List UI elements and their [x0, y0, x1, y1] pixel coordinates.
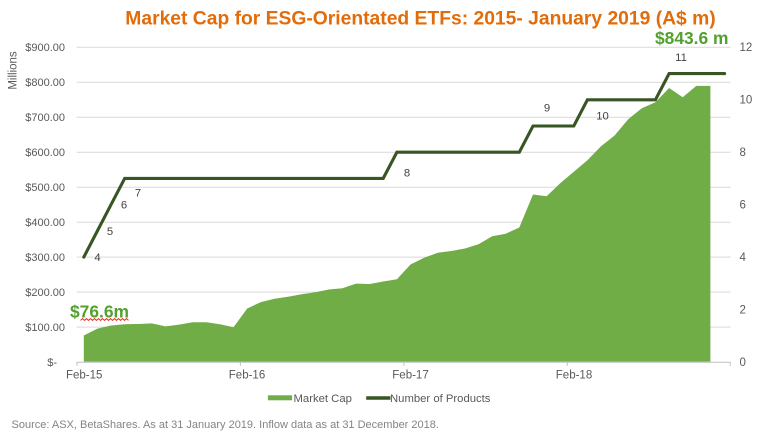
- svg-text:Market Cap: Market Cap: [294, 393, 352, 405]
- svg-text:Feb-15: Feb-15: [66, 370, 102, 382]
- svg-text:$100.00: $100.00: [25, 322, 65, 334]
- svg-text:2: 2: [740, 304, 746, 316]
- svg-text:0: 0: [740, 357, 746, 369]
- svg-text:6: 6: [740, 199, 746, 211]
- svg-text:$843.6 m: $843.6 m: [655, 28, 729, 48]
- svg-text:4: 4: [740, 252, 747, 264]
- svg-text:$300.00: $300.00: [25, 252, 65, 264]
- svg-text:10: 10: [740, 95, 753, 107]
- svg-text:$800.00: $800.00: [25, 77, 65, 89]
- svg-text:$200.00: $200.00: [25, 287, 65, 299]
- svg-text:4: 4: [94, 252, 100, 264]
- svg-text:12: 12: [740, 42, 753, 54]
- svg-text:$900.00: $900.00: [25, 42, 65, 54]
- svg-text:$400.00: $400.00: [25, 217, 65, 229]
- svg-text:$76.6m: $76.6m: [70, 301, 129, 321]
- svg-text:Market Cap for ESG-Orientated: Market Cap for ESG-Orientated ETFs: 2015…: [125, 9, 715, 30]
- svg-text:11: 11: [675, 52, 687, 64]
- svg-text:$700.00: $700.00: [25, 112, 65, 124]
- svg-text:6: 6: [121, 200, 127, 212]
- svg-text:Feb-17: Feb-17: [392, 370, 428, 382]
- svg-text:7: 7: [135, 188, 141, 200]
- svg-text:Millions: Millions: [7, 51, 19, 90]
- svg-text:5: 5: [107, 226, 113, 238]
- svg-text:9: 9: [544, 103, 550, 115]
- svg-text:$500.00: $500.00: [25, 182, 65, 194]
- svg-text:$600.00: $600.00: [25, 147, 65, 159]
- svg-text:8: 8: [740, 147, 746, 159]
- svg-text:$-: $-: [47, 357, 57, 369]
- svg-text:8: 8: [404, 168, 410, 180]
- svg-text:Number of Products: Number of Products: [390, 393, 491, 405]
- svg-text:Feb-18: Feb-18: [556, 370, 592, 382]
- svg-text:Feb-16: Feb-16: [229, 370, 265, 382]
- svg-text:10: 10: [596, 111, 609, 123]
- svg-text:Source: ASX, BetaShares. As at: Source: ASX, BetaShares. As at 31 Januar…: [12, 419, 439, 431]
